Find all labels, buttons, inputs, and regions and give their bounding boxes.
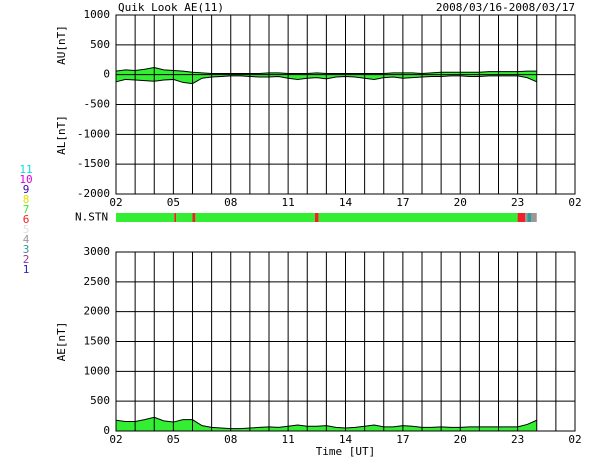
legend-label: 2 (23, 253, 30, 266)
y-tick-label: 2000 (84, 305, 111, 318)
station-segment (527, 213, 532, 222)
x-tick-label: 14 (339, 196, 353, 209)
legend-label: 5 (23, 223, 30, 236)
station-segment (174, 213, 177, 222)
station-segment (517, 213, 526, 222)
y-tick-label: 0 (103, 68, 110, 81)
x-tick-label: 05 (167, 196, 180, 209)
x-tick-label: 23 (511, 433, 524, 446)
x-tick-label: 11 (282, 196, 295, 209)
y-tick-label: -1500 (77, 157, 110, 170)
y-tick-label: 1000 (84, 364, 111, 377)
y-tick-label: 1500 (84, 335, 111, 348)
x-tick-label: 08 (224, 196, 237, 209)
y-tick-label: -2000 (77, 187, 110, 200)
x-tick-label: 11 (282, 433, 295, 446)
x-tick-label: 08 (224, 433, 237, 446)
legend-label: 4 (23, 233, 30, 246)
y-axis-label: AE[nT] (55, 322, 68, 362)
legend-label: 6 (23, 213, 30, 226)
x-tick-label: 20 (454, 196, 467, 209)
station-segment (192, 213, 196, 222)
station-segment (116, 213, 175, 222)
legend-label: 8 (23, 193, 30, 206)
station-segment (318, 213, 518, 222)
x-tick-label: 17 (396, 433, 409, 446)
y-tick-label: 500 (90, 394, 110, 407)
y-tick-label: -1000 (77, 127, 110, 140)
station-segment (195, 213, 315, 222)
date-range: 2008/03/16-2008/03/17 (436, 1, 575, 14)
x-tick-label: 20 (454, 433, 467, 446)
x-tick-label: 02 (109, 433, 122, 446)
station-segment (314, 213, 319, 222)
x-tick-label: 17 (396, 196, 409, 209)
legend-label: 11 (19, 163, 32, 176)
station-segment (531, 213, 537, 222)
y-tick-label: 3000 (84, 245, 111, 258)
legend-label: 1 (23, 263, 30, 276)
legend-label: 9 (23, 183, 30, 196)
frame (115, 251, 576, 432)
chart-title: Quik Look AE(11) (118, 1, 224, 14)
x-tick-label: 02 (109, 196, 122, 209)
frame (115, 14, 576, 195)
y-tick-label: 1000 (84, 8, 111, 21)
x-tick-label: 23 (511, 196, 524, 209)
x-axis-label: Time [UT] (316, 445, 376, 458)
x-tick-label: 05 (167, 433, 180, 446)
legend-label: 10 (19, 173, 32, 186)
y-axis-label: AU[nT] (55, 25, 68, 65)
y-axis-label: N.STN (75, 211, 108, 224)
station-segment (525, 213, 528, 222)
y-tick-label: 2500 (84, 275, 111, 288)
y-tick-label: 500 (90, 38, 110, 51)
x-tick-label: 02 (568, 433, 581, 446)
y-tick-label: 0 (103, 424, 110, 437)
station-segment (176, 213, 193, 222)
legend-label: 3 (23, 243, 30, 256)
y-tick-label: -500 (84, 98, 111, 111)
legend-label: 7 (23, 203, 30, 216)
x-tick-label: 02 (568, 196, 581, 209)
x-tick-label: 14 (339, 433, 353, 446)
y-axis-label: AL[nT] (55, 115, 68, 155)
